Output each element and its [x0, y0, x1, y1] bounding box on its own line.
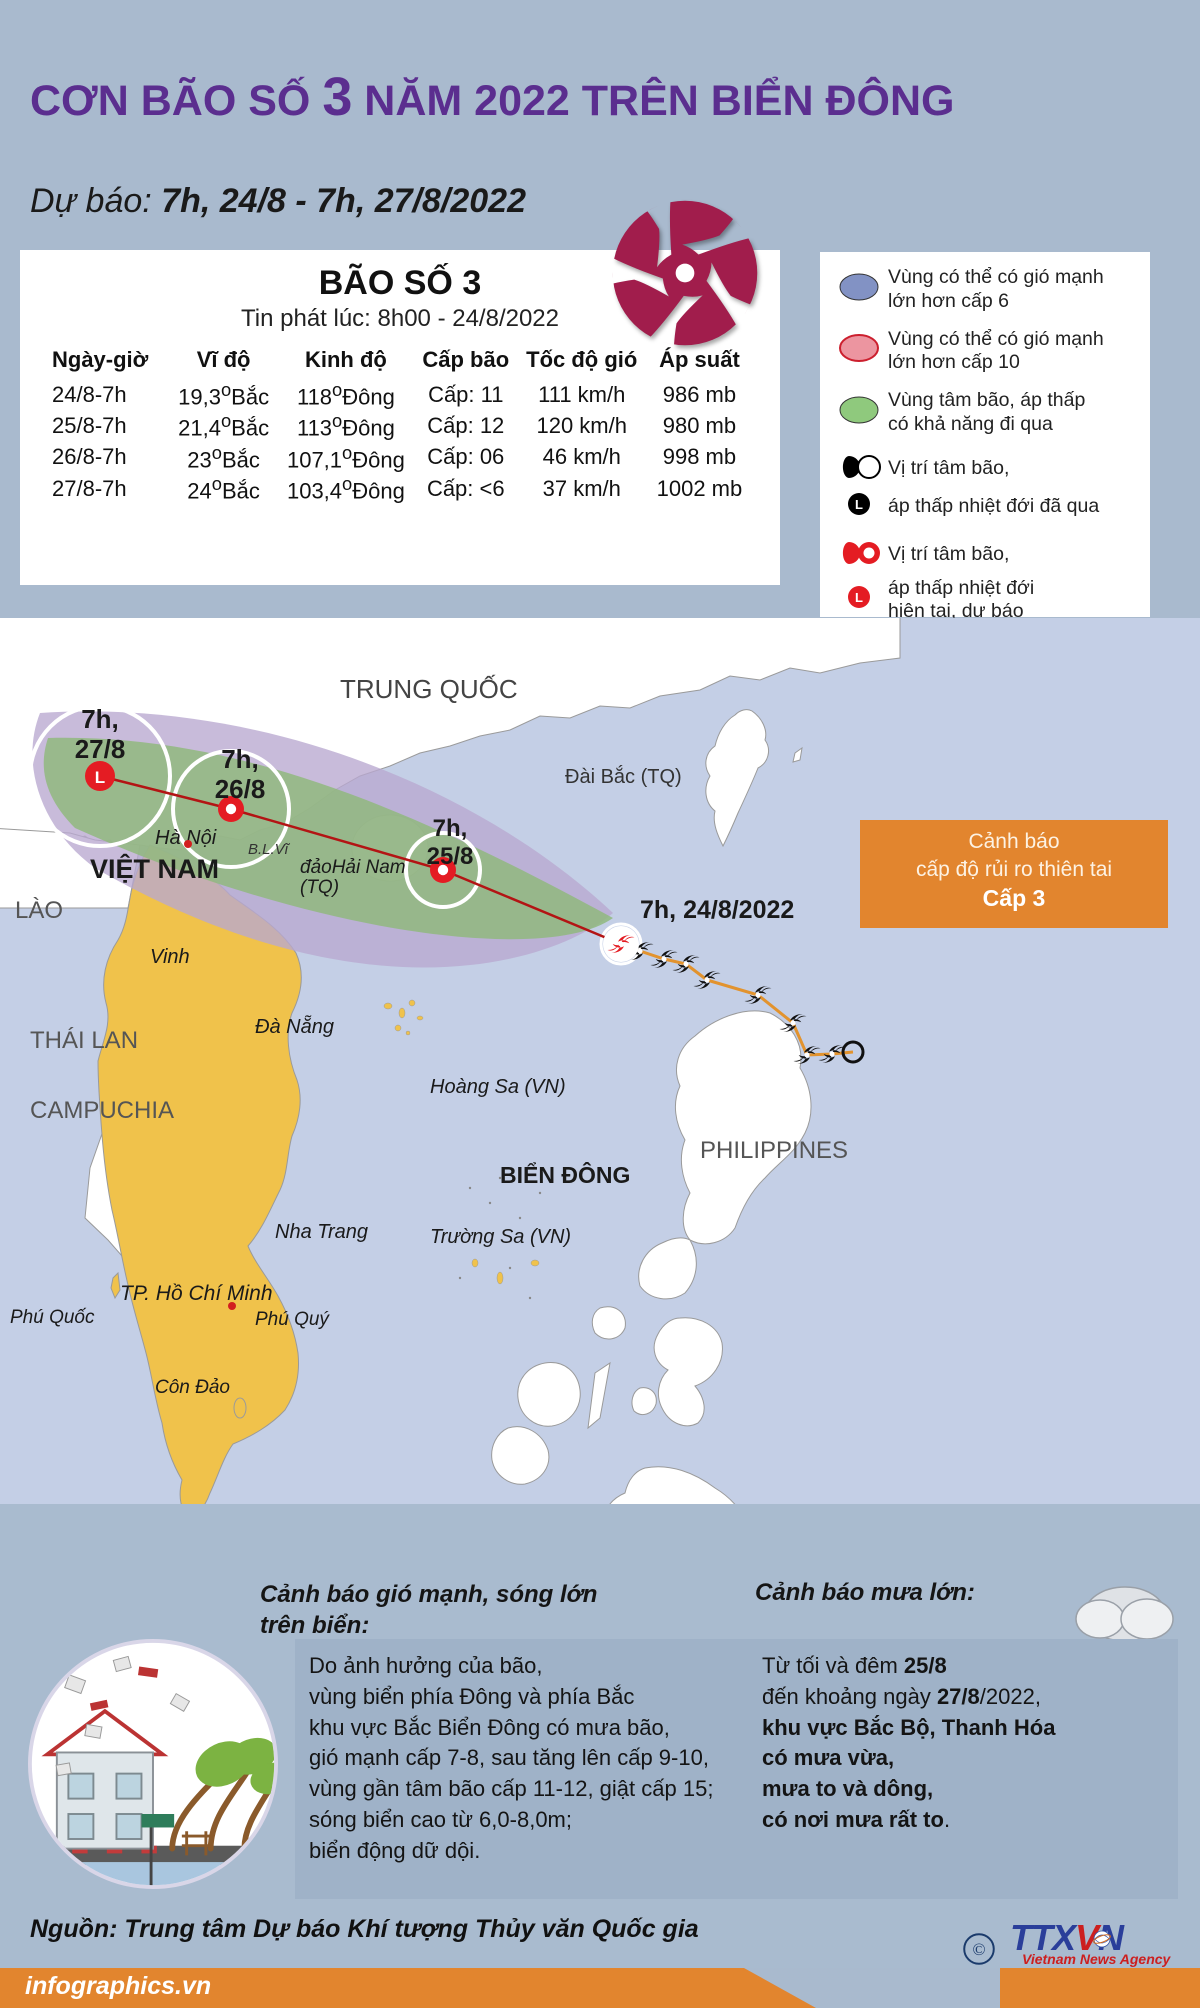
svg-text:Hoàng Sa (VN): Hoàng Sa (VN) — [430, 1076, 566, 1098]
svg-text:(TQ): (TQ) — [300, 877, 339, 898]
svg-text:L: L — [95, 768, 105, 787]
svg-text:Phú Quốc: Phú Quốc — [10, 1307, 95, 1328]
svg-text:L: L — [855, 497, 863, 512]
svg-text:27/8: 27/8 — [75, 734, 126, 764]
svg-text:L: L — [855, 590, 863, 605]
svg-text:VIỆT NAM: VIỆT NAM — [90, 853, 219, 884]
svg-text:BIỂN ĐÔNG: BIỂN ĐÔNG — [500, 1161, 630, 1188]
svg-text:7h,: 7h, — [433, 815, 468, 842]
svg-text:đảoHải Nam: đảoHải Nam — [300, 857, 406, 878]
svg-text:©: © — [972, 1940, 985, 1959]
svg-text:7h, 24/8/2022: 7h, 24/8/2022 — [640, 896, 794, 924]
svg-text:Đà Nẵng: Đà Nẵng — [255, 1015, 334, 1038]
svg-text:TP. Hồ Chí Minh: TP. Hồ Chí Minh — [120, 1282, 273, 1305]
svg-text:25/8: 25/8 — [427, 843, 474, 870]
svg-text:7h,: 7h, — [81, 704, 119, 734]
svg-text:Vinh: Vinh — [150, 946, 190, 968]
svg-text:26/8: 26/8 — [215, 774, 266, 804]
svg-text:PHILIPPINES: PHILIPPINES — [700, 1137, 848, 1164]
svg-text:B.L.Vĩ: B.L.Vĩ — [248, 841, 291, 858]
svg-text:THÁI LAN: THÁI LAN — [30, 1027, 138, 1054]
svg-text:7h,: 7h, — [221, 744, 259, 774]
svg-text:Đài Bắc (TQ): Đài Bắc (TQ) — [565, 765, 682, 788]
svg-text:LÀO: LÀO — [15, 897, 63, 924]
svg-text:TRUNG QUỐC: TRUNG QUỐC — [340, 674, 518, 704]
svg-text:Côn Đảo: Côn Đảo — [155, 1377, 230, 1398]
svg-text:Trường Sa (VN): Trường Sa (VN) — [430, 1226, 571, 1248]
svg-text:Phú Quý: Phú Quý — [255, 1309, 330, 1330]
svg-text:Nha Trang: Nha Trang — [275, 1221, 368, 1243]
svg-text:CAMPUCHIA: CAMPUCHIA — [30, 1097, 174, 1124]
